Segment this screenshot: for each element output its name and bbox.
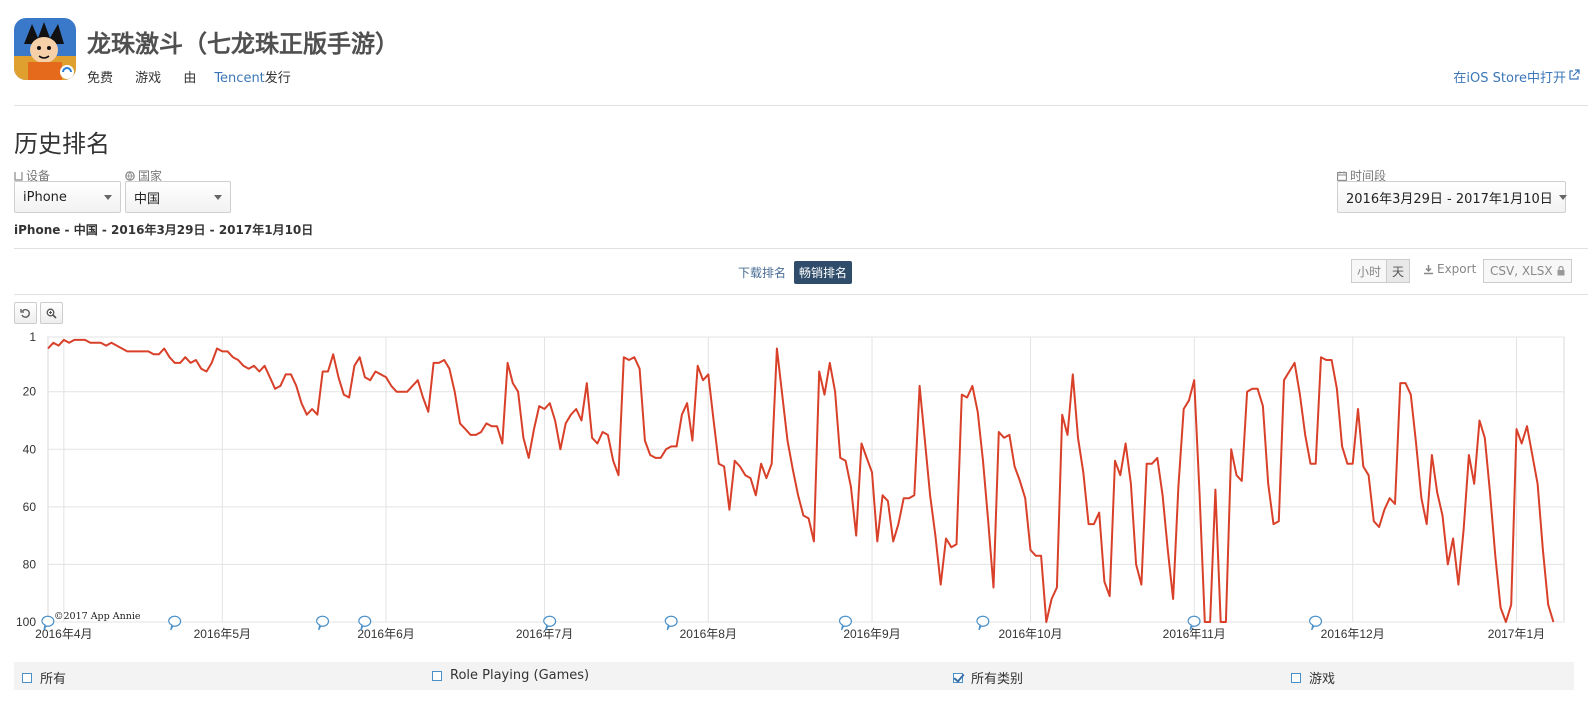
chevron-down-icon <box>104 194 112 200</box>
legend-label: 游戏 <box>1309 672 1336 687</box>
annotation-marker-icon[interactable] <box>664 615 678 631</box>
price-label: 免费 <box>87 71 114 86</box>
zoom-icon <box>46 308 57 319</box>
x-tick-label: 2016年8月 <box>680 627 737 641</box>
annotation-marker-icon[interactable] <box>838 615 853 631</box>
tab-grossing-rank[interactable]: 畅销排名 <box>794 261 853 284</box>
hour-button[interactable]: 小时 <box>1351 259 1388 283</box>
y-tick-label: 40 <box>23 442 37 456</box>
granularity-toggle: 小时 天 <box>1351 259 1411 283</box>
annotation-marker-icon[interactable] <box>358 615 372 631</box>
y-tick-label: 60 <box>23 500 37 514</box>
chart-watermark: ©2017 App Annie <box>54 611 141 622</box>
lock-icon <box>1557 266 1565 276</box>
annotation-markers <box>41 615 1323 631</box>
country-label-text: 国家 <box>138 169 163 183</box>
series-group <box>47 338 1555 623</box>
chart-grid <box>47 336 1565 623</box>
app-icon <box>14 18 76 80</box>
legend-item-role-playing[interactable]: Role Playing (Games) <box>432 668 589 683</box>
x-tick-label: 2016年7月 <box>516 627 573 641</box>
period-select[interactable]: 2016年3月29日 - 2017年1月10日 <box>1337 181 1567 213</box>
annotation-marker-icon[interactable] <box>41 615 55 631</box>
toolbar-divider <box>14 294 1588 295</box>
period-filter-label: 时间段 <box>1337 167 1386 184</box>
publisher-prefix: 由 <box>183 71 197 86</box>
y-tick-label: 1 <box>29 330 36 344</box>
checkbox-icon <box>432 670 442 681</box>
device-select-value: iPhone <box>23 189 67 205</box>
filter-summary: iPhone - 中国 - 2016年3月29日 - 2017年1月10日 <box>14 223 314 237</box>
checkbox-icon <box>1291 672 1301 683</box>
x-tick-label: 2016年5月 <box>194 627 251 641</box>
rank-type-tabs: 下载排名 畅销排名 <box>736 261 853 284</box>
country-filter-label: 国家 <box>125 167 162 184</box>
rank-history-chart: 1 20 40 60 80 100 2016年4月 2016年5月 2016年6月 2016年7… <box>16 330 1565 641</box>
export-label: Export <box>1437 262 1477 276</box>
legend-item-all-categories[interactable]: 所有类别 <box>953 668 1023 687</box>
page-title: 历史排名 <box>14 130 110 158</box>
calendar-icon <box>1337 171 1347 181</box>
app-meta: 免费 游戏 由 Tencent发行 <box>87 67 309 86</box>
app-title: 龙珠激斗（七龙珠正版手游） <box>87 30 399 58</box>
annotation-marker-icon[interactable] <box>1187 615 1201 631</box>
export-button[interactable]: Export <box>1423 262 1476 276</box>
country-select[interactable]: 中国 <box>125 181 231 213</box>
country-select-value: 中国 <box>134 191 161 207</box>
device-filter-label: 设备 <box>14 167 50 184</box>
header-divider <box>14 105 1588 106</box>
legend-label: Role Playing (Games) <box>450 668 590 683</box>
device-label-text: 设备 <box>26 169 51 183</box>
x-axis-ticks: 2016年4月 2016年5月 2016年6月 2016年7月 2016年8月 2016年… <box>35 627 1545 641</box>
checkbox-icon <box>22 672 32 683</box>
chevron-down-icon <box>1558 194 1567 200</box>
x-tick-label: 2016年10月 <box>998 627 1062 641</box>
device-select[interactable]: iPhone <box>14 181 121 213</box>
download-icon <box>1424 264 1433 274</box>
annotation-marker-icon[interactable] <box>976 615 990 631</box>
x-tick-label: 2016年6月 <box>357 627 414 641</box>
y-tick-label: 100 <box>16 615 36 629</box>
annotation-marker-icon[interactable] <box>316 615 330 631</box>
annotation-marker-icon[interactable] <box>543 615 557 631</box>
x-tick-label: 2016年12月 <box>1321 627 1385 641</box>
y-axis-ticks: 1 20 40 60 80 100 <box>16 330 36 629</box>
period-select-value: 2016年3月29日 - 2017年1月10日 <box>1346 191 1553 207</box>
external-link-icon <box>1569 69 1580 80</box>
y-tick-label: 20 <box>23 385 37 399</box>
device-icon <box>14 171 23 181</box>
zoom-button[interactable] <box>40 302 63 324</box>
globe-icon <box>125 170 135 181</box>
publisher-info: 由 Tencent发行 <box>183 71 308 86</box>
x-tick-label: 2017年1月 <box>1488 627 1545 641</box>
series-line-0 <box>47 338 1555 623</box>
annotation-marker-icon[interactable] <box>168 615 182 631</box>
x-tick-label: 2016年9月 <box>843 627 900 641</box>
csv-xlsx-label: CSV, XLSX <box>1490 264 1553 278</box>
legend-item-games[interactable]: 游戏 <box>1291 668 1335 687</box>
tab-downloads-rank[interactable]: 下载排名 <box>738 266 787 280</box>
day-button[interactable]: 天 <box>1387 259 1411 283</box>
undo-icon <box>20 308 30 318</box>
plot-area <box>47 336 1565 623</box>
legend-label: 所有类别 <box>971 672 1024 687</box>
reset-zoom-button[interactable] <box>14 302 37 324</box>
legend-item-all[interactable]: 所有 <box>22 668 66 687</box>
category-legend <box>14 662 1574 690</box>
chevron-down-icon <box>214 194 222 200</box>
open-in-store-link[interactable]: 在iOS Store中打开 <box>1453 71 1566 86</box>
y-tick-label: 80 <box>23 557 37 571</box>
csv-xlsx-button[interactable]: CSV, XLSX <box>1483 259 1572 283</box>
legend-label: 所有 <box>40 672 67 687</box>
annotation-marker-icon[interactable] <box>1309 615 1323 631</box>
publisher-link[interactable]: Tencent <box>214 71 265 86</box>
period-label-text: 时间段 <box>1350 169 1387 183</box>
x-tick-label: 2016年11月 <box>1163 627 1226 641</box>
category-label: 游戏 <box>135 71 162 86</box>
checkbox-checked-icon <box>953 672 963 683</box>
publisher-suffix: 发行 <box>264 71 291 86</box>
summary-divider <box>14 248 1588 249</box>
x-tick-label: 2016年4月 <box>35 627 92 641</box>
